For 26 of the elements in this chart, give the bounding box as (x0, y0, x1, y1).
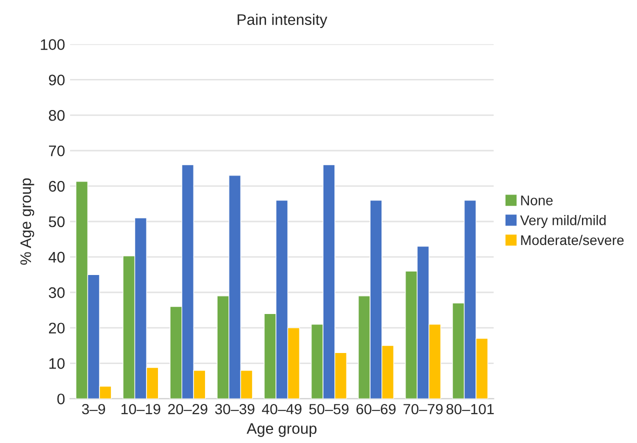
y-axis-title: % Age group (20, 178, 34, 265)
x-tick-label: 50–59 (309, 404, 349, 414)
x-tick-label: 3–9 (82, 404, 106, 414)
x-tick-label: 40–49 (262, 404, 302, 414)
y-tick-label: 60 (48, 180, 65, 192)
legend-label: Very mild/mild (520, 215, 606, 228)
x-tick-label: 60–69 (356, 404, 396, 414)
legend-label: None (521, 196, 553, 206)
y-tick-label: 90 (48, 74, 65, 86)
x-axis-title: Age group (246, 423, 316, 437)
x-tick-label: 10–19 (122, 404, 160, 414)
y-tick-label: 100 (40, 39, 65, 50)
y-tick-label: 80 (48, 110, 65, 121)
y-tick-label: 70 (49, 145, 65, 156)
y-tick-label: 0 (57, 394, 65, 404)
legend-label: Moderate/severe (521, 234, 624, 246)
x-tick-label: 20–29 (168, 404, 208, 414)
y-tick-label: 30 (48, 287, 65, 298)
y-tick-label: 40 (48, 252, 65, 263)
chart-title: Pain intensity (238, 14, 328, 28)
y-tick-label: 20 (48, 322, 65, 334)
x-tick-label: 30–39 (215, 404, 254, 414)
y-tick-label: 10 (49, 358, 65, 369)
y-tick-label: 50 (48, 216, 65, 228)
x-tick-label: 70–79 (404, 404, 443, 414)
x-tick-label: 80–101 (446, 404, 494, 414)
